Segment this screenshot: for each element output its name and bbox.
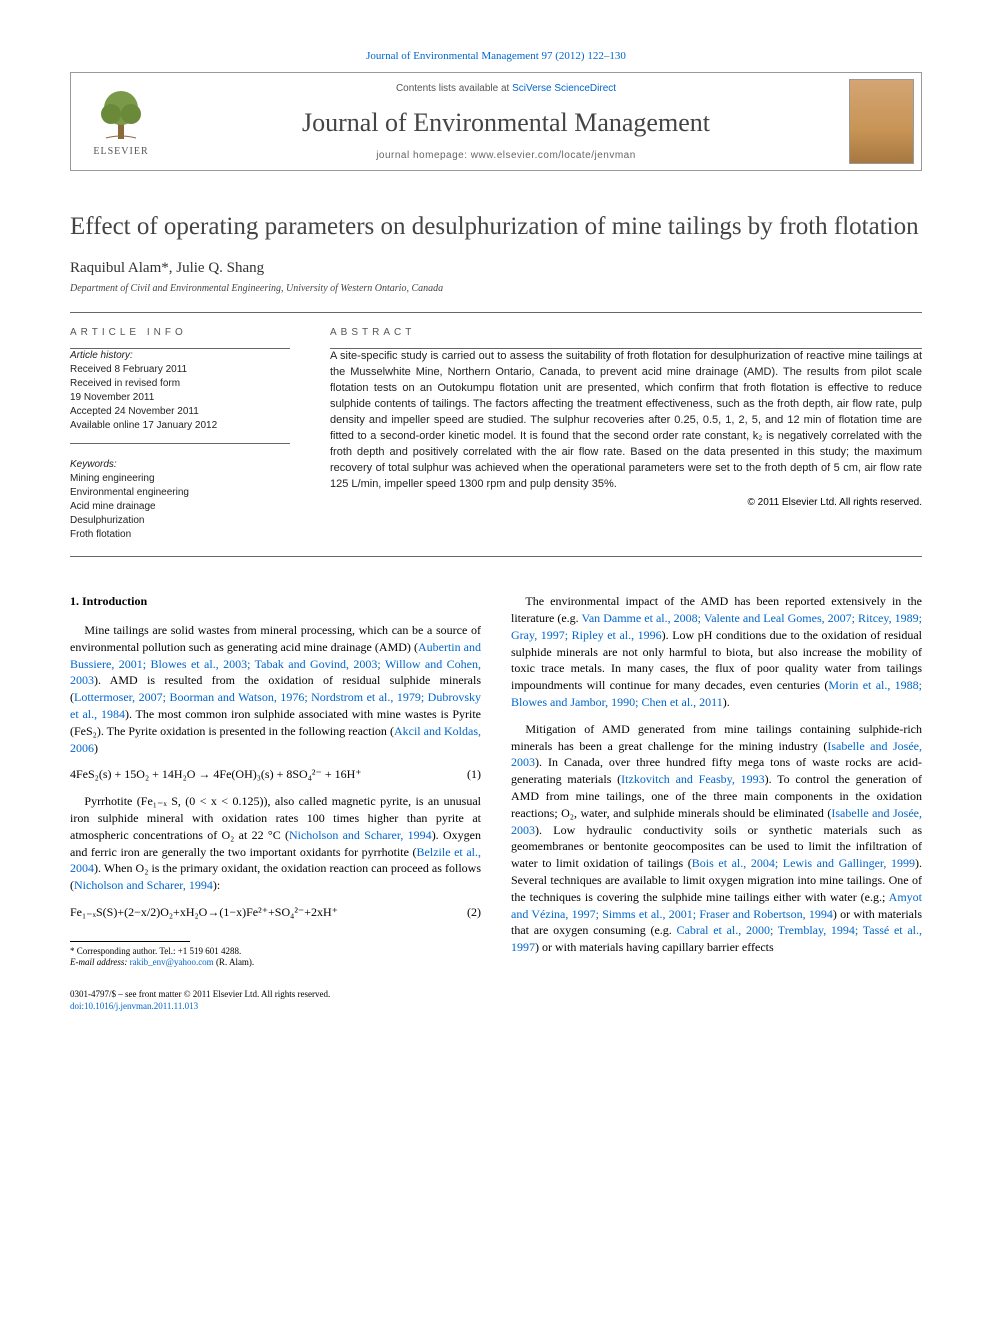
contents-prefix: Contents lists available at: [396, 83, 512, 94]
equation-2: Fe₁₋ₓS(S)+(2−x/2)O₂+xH₂O→(1−x)Fe²⁺+SO₄²⁻…: [70, 904, 481, 921]
journal-header: ELSEVIER Contents lists available at Sci…: [70, 72, 922, 171]
hist-revised-2: 19 November 2011: [70, 392, 154, 403]
col2-p2: Mitigation of AMD generated from mine ta…: [511, 721, 922, 956]
eq1-number: (1): [467, 766, 481, 783]
p1d: ): [94, 741, 98, 755]
hist-revised-1: Received in revised form: [70, 378, 180, 389]
elsevier-tree-icon: [91, 86, 151, 146]
body-col-left: 1. Introduction Mine tailings are solid …: [70, 593, 481, 969]
email-link[interactable]: rakib_env@yahoo.com: [130, 957, 214, 967]
email-tail: (R. Alam).: [214, 957, 255, 967]
journal-cover: [841, 73, 921, 170]
authors: Raquibul Alam*, Julie Q. Shang: [70, 260, 922, 277]
abstract-label: ABSTRACT: [330, 327, 922, 338]
equation-1: 4FeS₂(s) + 15O₂ + 14H₂O → 4Fe(OH)₃(s) + …: [70, 766, 481, 783]
c2p2g: ) or with materials having capillary bar…: [535, 940, 774, 954]
cover-thumbnail-icon: [849, 79, 914, 164]
eq2-number: (2): [467, 904, 481, 921]
ref-link[interactable]: Itzkovitch and Feasby, 1993: [621, 772, 764, 786]
hist-accepted: Accepted 24 November 2011: [70, 406, 199, 417]
elsevier-label: ELSEVIER: [93, 146, 148, 157]
citation-line: Journal of Environmental Management 97 (…: [70, 50, 922, 62]
front-matter: 0301-4797/$ – see front matter © 2011 El…: [70, 989, 330, 999]
intro-p1: Mine tailings are solid wastes from mine…: [70, 622, 481, 756]
p2d: ):: [213, 878, 220, 892]
doi-link[interactable]: doi:10.1016/j.jenvman.2011.11.013: [70, 1001, 198, 1011]
corr-author: * Corresponding author. Tel.: +1 519 601…: [70, 946, 241, 956]
journal-name: Journal of Environmental Management: [302, 108, 710, 138]
kw-0: Mining engineering: [70, 473, 155, 484]
rule-bottom: [70, 556, 922, 557]
abstract-text: A site-specific study is carried out to …: [330, 349, 922, 492]
article-info-label: ARTICLE INFO: [70, 327, 290, 338]
ref-link[interactable]: Nicholson and Scharer, 1994: [74, 878, 213, 892]
email-label: E-mail address:: [70, 957, 127, 967]
hist-received: Received 8 February 2011: [70, 364, 187, 375]
col2-p1: The environmental impact of the AMD has …: [511, 593, 922, 711]
intro-heading: 1. Introduction: [70, 593, 481, 610]
body-col-right: The environmental impact of the AMD has …: [511, 593, 922, 969]
affiliation: Department of Civil and Environmental En…: [70, 283, 922, 294]
eq1-formula: 4FeS₂(s) + 15O₂ + 14H₂O → 4Fe(OH)₃(s) + …: [70, 766, 362, 783]
history-head: Article history:: [70, 350, 133, 361]
keywords-head: Keywords:: [70, 459, 117, 470]
kw-2: Acid mine drainage: [70, 501, 156, 512]
keywords: Keywords: Mining engineering Environment…: [70, 458, 290, 542]
copyright: © 2011 Elsevier Ltd. All rights reserved…: [330, 497, 922, 508]
elsevier-logo: ELSEVIER: [71, 73, 171, 170]
contents-available: Contents lists available at SciVerse Sci…: [396, 83, 616, 94]
eq2-formula: Fe₁₋ₓS(S)+(2−x/2)O₂+xH₂O→(1−x)Fe²⁺+SO₄²⁻…: [70, 904, 338, 921]
article-title: Effect of operating parameters on desulp…: [70, 211, 922, 242]
sciencedirect-link[interactable]: SciVerse ScienceDirect: [512, 83, 616, 94]
rule-kw: [70, 443, 290, 444]
article-history: Article history: Received 8 February 201…: [70, 349, 290, 433]
intro-p2: Pyrrhotite (Fe₁₋ₓ S, (0 < x < 0.125)), a…: [70, 793, 481, 894]
kw-4: Froth flotation: [70, 529, 131, 540]
page-footer: 0301-4797/$ – see front matter © 2011 El…: [70, 989, 922, 1012]
kw-3: Desulphurization: [70, 515, 145, 526]
corresponding-footnote: * Corresponding author. Tel.: +1 519 601…: [70, 946, 481, 969]
hist-online: Available online 17 January 2012: [70, 420, 217, 431]
kw-1: Environmental engineering: [70, 487, 189, 498]
ref-link[interactable]: Bois et al., 2004; Lewis and Gallinger, …: [692, 856, 915, 870]
footnote-separator: [70, 941, 190, 942]
ref-link[interactable]: Nicholson and Scharer, 1994: [289, 828, 432, 842]
c2p1c: ).: [723, 695, 730, 709]
journal-homepage[interactable]: journal homepage: www.elsevier.com/locat…: [376, 150, 636, 161]
